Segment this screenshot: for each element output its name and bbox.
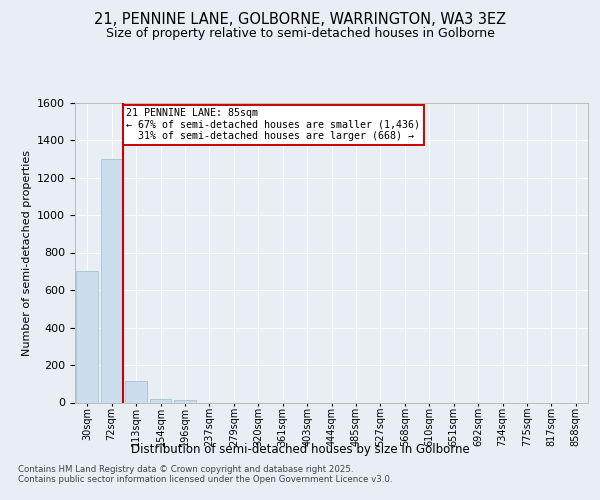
Text: Contains HM Land Registry data © Crown copyright and database right 2025.
Contai: Contains HM Land Registry data © Crown c… [18, 465, 392, 484]
Text: Distribution of semi-detached houses by size in Golborne: Distribution of semi-detached houses by … [131, 442, 469, 456]
Bar [76, 271, 98, 402]
Bar [125, 381, 147, 402]
Text: 21 PENNINE LANE: 85sqm
← 67% of semi-detached houses are smaller (1,436)
  31% o: 21 PENNINE LANE: 85sqm ← 67% of semi-det… [126, 108, 420, 142]
Bar [149, 399, 172, 402]
Text: Size of property relative to semi-detached houses in Golborne: Size of property relative to semi-detach… [106, 28, 494, 40]
Bar [101, 159, 122, 402]
Y-axis label: Number of semi-detached properties: Number of semi-detached properties [22, 150, 32, 356]
Bar [174, 400, 196, 402]
Text: 21, PENNINE LANE, GOLBORNE, WARRINGTON, WA3 3EZ: 21, PENNINE LANE, GOLBORNE, WARRINGTON, … [94, 12, 506, 28]
